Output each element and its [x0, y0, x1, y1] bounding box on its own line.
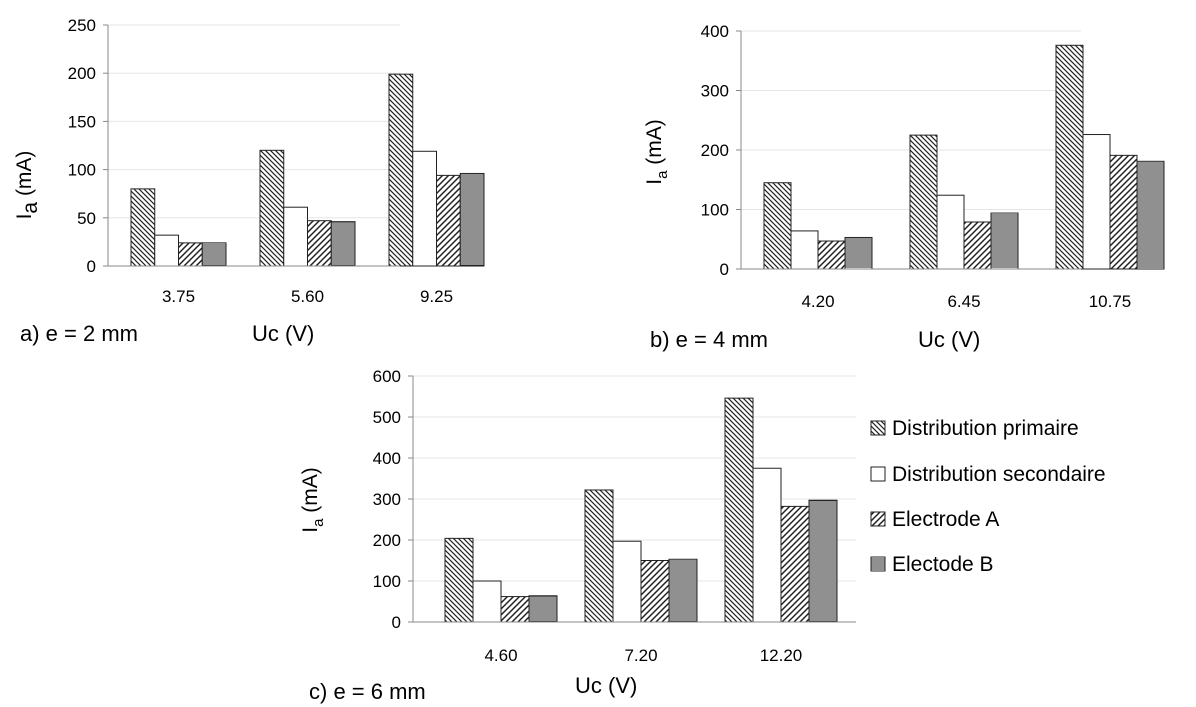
bar-electode-b [528, 595, 558, 623]
chart-panel-b: 0 100 200 300 400 4.20 6.45 10.75 Ia (mA) b) e … [643, 22, 1165, 352]
y-tick-label: 100 [68, 161, 96, 180]
legend-label: Electrode A [892, 508, 999, 531]
bar-distribution-primaire [259, 149, 285, 267]
bar-distribution-primaire [763, 182, 792, 270]
legend-label: Distribution primaire [892, 417, 1079, 440]
bar-electode-b [201, 242, 227, 267]
legend-item-electrode-a: Electrode A [870, 508, 999, 531]
x-tick-label: 6.45 [947, 292, 980, 311]
y-axis-label: Ia (mA) [299, 467, 327, 533]
y-tick-label: 200 [701, 141, 729, 160]
x-axis-label: Uc (V) [918, 327, 980, 352]
y-axis-label: Ia (mA) [643, 119, 671, 185]
bar-electrode-a [817, 240, 846, 270]
y-tick-label: 50 [77, 209, 96, 228]
bar-distribution-primaire [444, 537, 474, 623]
bar-electrode-a [307, 220, 332, 267]
x-tick-label: 3.75 [162, 287, 195, 306]
y-tick-label: 200 [68, 64, 96, 83]
legend-swatch [870, 466, 886, 482]
bar-distribution-secondaire [790, 230, 819, 270]
x-tick-label: 12.20 [760, 646, 803, 665]
x-tick-label: 10.75 [1089, 292, 1132, 311]
bar-electode-b [668, 558, 698, 623]
x-tick-label: 7.20 [624, 646, 657, 665]
bar-electrode-a [963, 221, 992, 270]
chart-panel-c: 0 100 200 300 400 500 600 4.60 7.20 12.20 Ia (mA)… [299, 367, 856, 704]
bar-distribution-secondaire [612, 540, 642, 623]
y-tick-label: 100 [701, 201, 729, 220]
y-tick-label: 400 [373, 449, 401, 468]
panel-label: c) e = 6 mm [309, 679, 426, 704]
bar-distribution-secondaire [283, 206, 308, 267]
bar-distribution-primaire [388, 73, 414, 267]
y-tick-label: 300 [373, 490, 401, 509]
y-tick-label: 500 [373, 408, 401, 427]
bar-electode-b [459, 172, 485, 267]
legend: Distribution primaire Distribution secon… [870, 417, 1106, 576]
y-tick-label: 300 [701, 82, 729, 101]
bar-electrode-a [500, 596, 530, 623]
legend-item-primaire: Distribution primaire [870, 417, 1079, 440]
y-tick-label: 200 [373, 531, 401, 550]
x-axis-label: Uc (V) [575, 673, 637, 698]
legend-swatch [870, 511, 886, 527]
bar-distribution-secondaire [412, 150, 437, 267]
bar-electode-b [1136, 160, 1165, 270]
bar-electode-b [844, 236, 873, 270]
x-tick-label: 4.60 [484, 646, 517, 665]
x-tick-label: 4.20 [801, 292, 834, 311]
y-tick-label: 100 [373, 572, 401, 591]
legend-item-secondaire: Distribution secondaire [870, 463, 1106, 486]
bar-distribution-secondaire [1082, 134, 1111, 270]
legend-swatch [870, 420, 886, 436]
bar-electode-b [808, 499, 838, 623]
y-tick-label: 250 [68, 16, 96, 35]
x-tick-label: 9.25 [420, 287, 453, 306]
bar-electode-b [330, 221, 356, 267]
bar-electrode-a [436, 174, 461, 267]
legend-label: Distribution secondaire [892, 463, 1106, 486]
x-axis-label: Uc (V) [252, 321, 314, 346]
y-tick-label: 0 [720, 260, 729, 279]
y-tick-label: 0 [87, 257, 96, 276]
bar-distribution-secondaire [936, 194, 965, 270]
bar-electrode-a [1109, 154, 1138, 270]
bar-distribution-secondaire [472, 580, 502, 623]
y-tick-label: 0 [392, 613, 401, 632]
bar-electode-b [990, 212, 1019, 270]
legend-item-electode-b: Electode B [870, 553, 994, 576]
chart-panel-a: 0 50 100 150 200 250 3.75 5.60 9.25 Ia (mA) a) e… [13, 16, 485, 346]
bar-distribution-primaire [130, 188, 156, 267]
bar-distribution-secondaire [154, 234, 179, 267]
bar-electrode-a [780, 505, 810, 623]
panel-label: b) e = 4 mm [650, 327, 768, 352]
y-tick-label: 150 [68, 112, 96, 131]
legend-label: Electode B [892, 553, 994, 576]
legend-swatch [870, 556, 886, 572]
panel-label: a) e = 2 mm [20, 321, 138, 346]
bar-distribution-primaire [724, 397, 754, 623]
x-tick-label: 5.60 [291, 287, 324, 306]
bar-distribution-primaire [909, 134, 938, 270]
y-tick-label: 600 [373, 367, 401, 386]
bar-distribution-primaire [584, 489, 614, 623]
y-axis-label: Ia (mA) [13, 151, 42, 220]
bar-electrode-a [640, 560, 670, 623]
bar-distribution-secondaire [752, 467, 782, 623]
bar-distribution-primaire [1055, 44, 1084, 270]
y-tick-label: 400 [701, 22, 729, 41]
bar-electrode-a [178, 242, 203, 267]
